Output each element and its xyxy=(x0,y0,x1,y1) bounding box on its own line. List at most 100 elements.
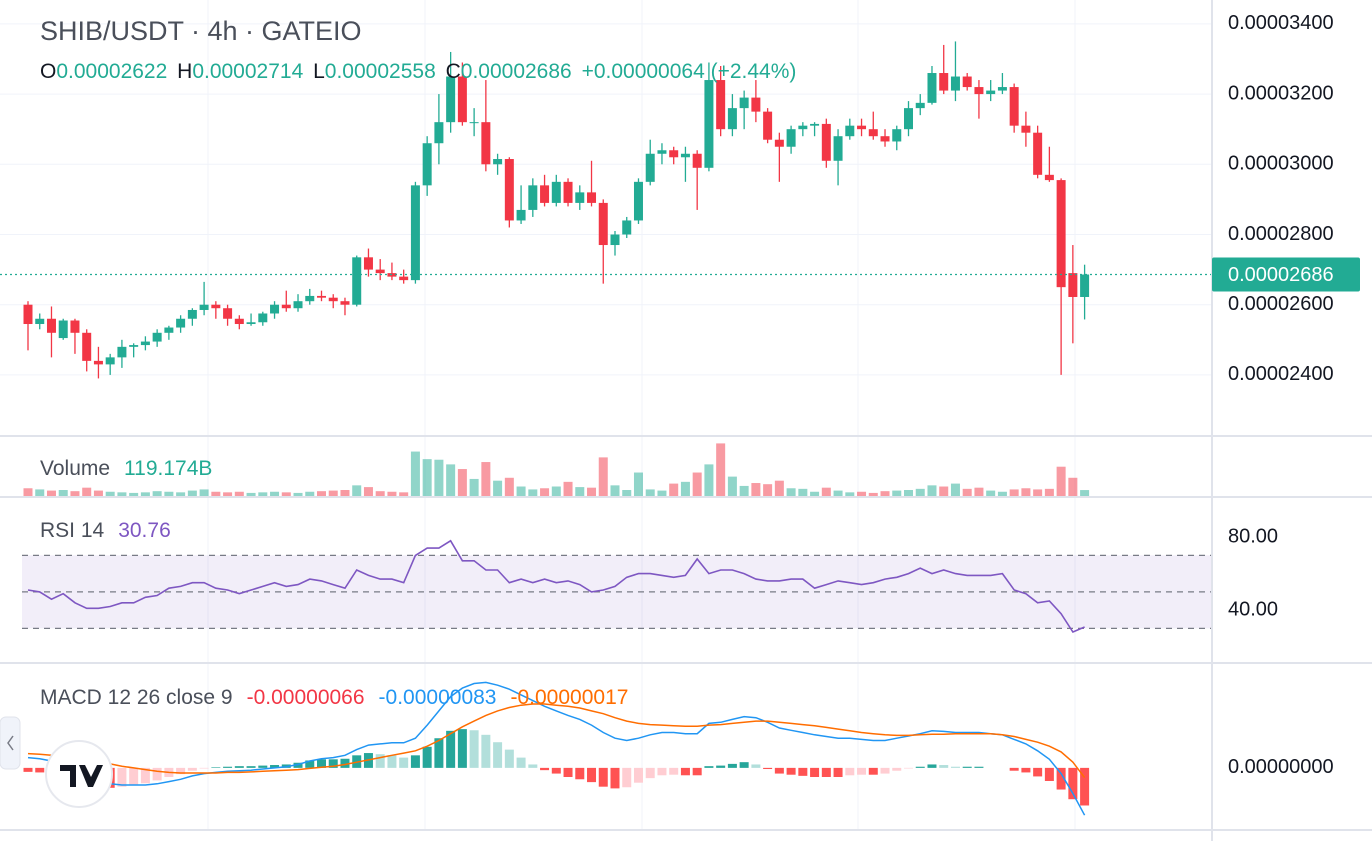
candle-body xyxy=(669,150,679,158)
volume-bar xyxy=(70,491,80,497)
volume-bar xyxy=(352,485,362,497)
candle-body xyxy=(798,125,808,130)
volume-bar xyxy=(375,491,385,497)
volume-bar xyxy=(387,491,397,497)
macd-histogram-bar xyxy=(868,767,878,775)
macd-histogram-bar xyxy=(1080,767,1090,806)
volume-bar xyxy=(434,459,444,497)
macd-histogram-bar xyxy=(129,767,139,785)
candle-body xyxy=(129,345,139,347)
volume-bar xyxy=(281,492,291,497)
volume-bar xyxy=(904,490,913,497)
volume-bar xyxy=(105,491,115,497)
volume-bar xyxy=(657,490,667,497)
y-tick-label: 40.00 xyxy=(1228,598,1278,620)
candle-body xyxy=(58,320,68,339)
candle-body xyxy=(46,318,56,333)
volume-bar xyxy=(23,488,33,497)
pane-name: MACD 12 26 close 9 xyxy=(40,686,233,709)
volume-bar xyxy=(669,483,679,497)
candle-body xyxy=(211,304,221,309)
candle-body xyxy=(810,123,820,126)
macd-histogram-bar xyxy=(328,759,338,768)
candle-body xyxy=(293,301,303,309)
candle-body xyxy=(845,125,855,137)
candle-body xyxy=(1068,273,1078,297)
volume-bar xyxy=(211,491,221,497)
chart-title: SHIB/USDT · 4h · GATEIO xyxy=(40,16,362,46)
volume-bar xyxy=(810,491,820,497)
volume-bar xyxy=(246,492,256,497)
volume-bar xyxy=(962,488,972,497)
y-tick-label: 0.00002400 xyxy=(1228,363,1334,385)
macd-histogram-bar xyxy=(587,767,597,783)
volume-bar xyxy=(892,490,902,497)
volume-bar xyxy=(481,462,491,497)
macd-histogram-bar xyxy=(622,767,632,788)
macd-histogram-bar xyxy=(117,767,127,787)
volume-bar xyxy=(410,451,420,497)
macd-histogram-bar xyxy=(821,767,831,777)
candle-body xyxy=(516,209,526,221)
macd-histogram-bar xyxy=(1033,767,1043,777)
candle-body xyxy=(317,295,326,298)
tab[interactable] xyxy=(0,716,21,770)
rsi-line xyxy=(27,539,1085,634)
volume-bar xyxy=(739,485,749,497)
volume-bar xyxy=(680,481,690,497)
volume-bar xyxy=(1021,488,1031,497)
candle-body xyxy=(622,220,632,235)
volume-bar xyxy=(598,457,608,497)
candle-body xyxy=(1009,87,1019,126)
candle-body xyxy=(763,111,773,140)
candle-body xyxy=(352,257,362,305)
macd-histogram-bar xyxy=(727,763,737,768)
volume-bar xyxy=(986,490,996,497)
candle-body xyxy=(93,360,103,365)
macd-histogram-bar xyxy=(939,765,949,768)
volume-bar xyxy=(575,487,585,497)
candle-body xyxy=(82,332,92,361)
macd-histogram-bar xyxy=(1056,767,1066,790)
candle-body xyxy=(587,192,597,203)
y-tick-label: 0.00003200 xyxy=(1228,82,1334,104)
pane-value: -0.00000017 xyxy=(511,686,629,709)
macd-histogram-bar xyxy=(234,766,244,768)
collapse-tab[interactable] xyxy=(0,716,21,770)
macd-histogram-bar xyxy=(35,767,45,773)
macd-histogram-bar xyxy=(1044,767,1054,781)
volume-bar xyxy=(939,486,949,497)
volume-bar xyxy=(551,486,561,497)
candle-body xyxy=(739,97,749,109)
volume-bar xyxy=(223,492,233,497)
volume-bar xyxy=(199,489,209,497)
candle-body xyxy=(610,234,620,246)
volume-bar xyxy=(563,481,573,497)
macd-histogram-bar xyxy=(516,757,526,768)
candle-body xyxy=(258,313,268,323)
macd-histogram-bar xyxy=(23,767,33,772)
volume-bar xyxy=(540,488,550,497)
candle-body xyxy=(786,129,796,147)
candle-body xyxy=(986,90,996,95)
volume-bar xyxy=(1068,477,1078,497)
candle-body xyxy=(704,80,714,168)
volume-bar xyxy=(868,492,878,497)
candle-body xyxy=(563,181,573,203)
candle-body xyxy=(892,129,902,142)
volume-bar xyxy=(317,491,326,497)
candle-body xyxy=(727,108,737,130)
candle-body xyxy=(774,139,784,147)
plot xyxy=(0,23,1212,816)
macd-histogram-bar xyxy=(927,764,937,768)
signal-line xyxy=(27,703,1086,779)
candle-body xyxy=(880,136,890,142)
candle-body xyxy=(187,309,197,319)
volume-bar xyxy=(422,459,432,497)
macd-histogram-bar xyxy=(739,762,749,768)
candle-body xyxy=(633,181,643,221)
y-tick-label: 80.00 xyxy=(1228,525,1278,547)
volume-bar xyxy=(328,490,338,497)
volume-bar xyxy=(270,491,280,497)
